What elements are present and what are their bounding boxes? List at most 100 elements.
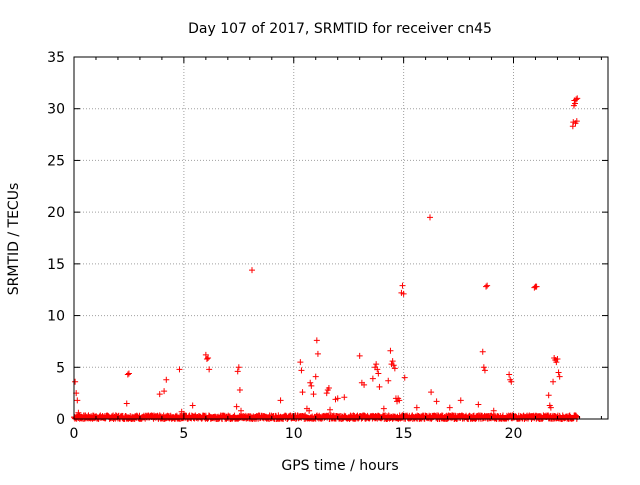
data-point — [205, 354, 212, 361]
data-point — [400, 290, 407, 297]
data-point — [234, 368, 241, 375]
chart-title: Day 107 of 2017, SRMTID for receiver cn4… — [188, 21, 492, 37]
y-tick-label: 35 — [47, 50, 65, 66]
data-point — [550, 378, 557, 385]
data-point — [72, 378, 79, 385]
data-point — [385, 377, 392, 384]
data-point — [401, 374, 408, 381]
data-point — [323, 390, 330, 397]
data-point — [206, 366, 213, 373]
data-point — [573, 118, 580, 125]
data-point — [376, 383, 383, 390]
data-points — [72, 95, 581, 420]
data-point — [189, 402, 196, 409]
data-point — [547, 404, 554, 411]
data-point — [389, 358, 396, 365]
data-point — [161, 388, 168, 395]
data-point — [202, 351, 209, 358]
data-point — [483, 283, 490, 290]
data-point — [374, 366, 381, 373]
y-tick-label: 0 — [56, 412, 65, 428]
data-point — [399, 282, 406, 289]
data-point — [125, 370, 132, 377]
data-point — [75, 409, 82, 416]
data-point — [508, 378, 515, 385]
y-tick-label: 30 — [47, 102, 65, 118]
data-point — [74, 397, 81, 404]
data-point — [428, 389, 435, 396]
y-axis-ticks: 0 5 10 15 20 25 30 35 — [47, 50, 608, 428]
data-point — [310, 391, 317, 398]
data-point — [481, 367, 488, 374]
data-point — [475, 401, 482, 408]
x-tick-label: 20 — [505, 426, 523, 442]
data-point — [555, 369, 562, 376]
data-point — [341, 394, 348, 401]
data-point — [76, 412, 83, 419]
data-point — [176, 366, 183, 373]
data-point — [556, 373, 563, 380]
data-point — [413, 404, 420, 411]
data-point — [396, 397, 403, 404]
data-point — [490, 407, 497, 414]
data-point — [361, 381, 368, 388]
data-point — [573, 96, 580, 103]
data-point — [313, 337, 320, 344]
y-tick-label: 5 — [56, 360, 65, 376]
data-point — [298, 367, 305, 374]
data-point — [327, 406, 334, 413]
data-point — [391, 365, 398, 372]
y-tick-label: 25 — [47, 153, 65, 169]
data-point — [356, 352, 363, 359]
data-point — [238, 407, 245, 414]
data-point — [307, 379, 314, 386]
data-point — [506, 371, 513, 378]
data-point — [203, 356, 210, 363]
data-point — [387, 347, 394, 354]
data-point — [325, 384, 332, 391]
data-point — [123, 400, 130, 407]
x-tick-label: 15 — [395, 426, 413, 442]
data-point — [457, 397, 464, 404]
plot-border — [73, 56, 609, 420]
data-point — [390, 362, 397, 369]
data-point — [297, 359, 304, 366]
plot-frame — [73, 56, 609, 420]
data-point — [308, 382, 315, 389]
data-point — [277, 397, 284, 404]
data-point — [373, 361, 380, 368]
data-point — [427, 214, 433, 221]
x-axis-ticks: 0 5 10 15 20 — [70, 57, 602, 442]
data-point — [299, 389, 306, 396]
data-point — [572, 100, 579, 107]
y-axis-label: SRMTID / TECUs — [6, 183, 22, 296]
data-point — [574, 95, 581, 102]
data-point — [124, 371, 131, 378]
data-point — [312, 373, 319, 380]
data-point — [306, 407, 313, 414]
data-point — [433, 398, 440, 405]
y-tick-label: 15 — [47, 257, 65, 273]
data-point — [480, 364, 487, 371]
x-axis-label: GPS time / hours — [281, 458, 398, 474]
data-point — [380, 405, 387, 412]
grid-lines — [74, 57, 608, 419]
data-point — [446, 404, 453, 411]
y-tick-label: 20 — [47, 205, 65, 221]
data-point — [375, 370, 382, 377]
y-tick-label: 10 — [47, 309, 65, 325]
data-point — [233, 403, 240, 410]
x-tick-label: 0 — [70, 426, 79, 442]
x-tick-label: 5 — [179, 426, 188, 442]
data-point — [553, 359, 560, 366]
data-point — [334, 395, 341, 402]
data-point — [554, 356, 561, 363]
data-point — [533, 283, 540, 290]
data-point — [235, 364, 242, 371]
x-tick-label: 10 — [285, 426, 303, 442]
data-point — [479, 348, 486, 355]
data-point — [484, 282, 491, 289]
data-point — [545, 392, 552, 399]
